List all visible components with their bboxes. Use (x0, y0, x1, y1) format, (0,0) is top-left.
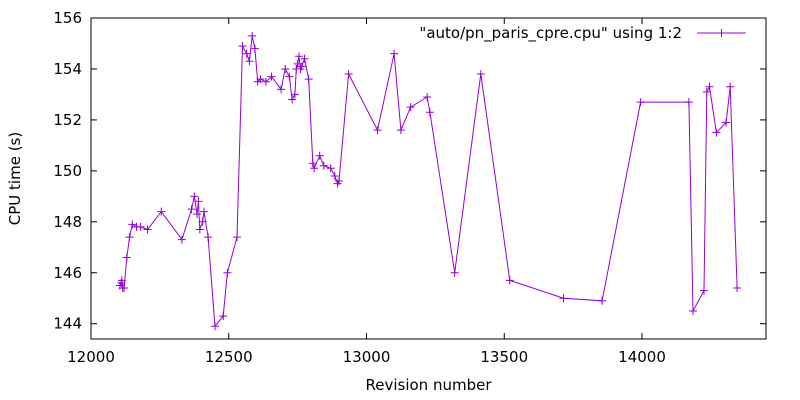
data-point (712, 128, 721, 137)
data-point (406, 103, 415, 112)
data-point (425, 108, 434, 117)
data-point (702, 87, 711, 96)
data-point (559, 294, 568, 303)
x-tick-label: 12500 (205, 348, 253, 366)
data-point (204, 233, 213, 242)
data-point (688, 306, 697, 315)
data-point (722, 118, 731, 127)
data-point (198, 217, 207, 226)
data-point (344, 70, 353, 79)
data-point (598, 296, 607, 305)
data-point (122, 253, 131, 262)
data-point (210, 322, 219, 331)
data-point (125, 233, 134, 242)
data-point (373, 126, 382, 135)
data-point (128, 220, 137, 229)
data-point (308, 159, 317, 168)
data-point (319, 161, 328, 170)
data-point (330, 171, 339, 180)
data-point (293, 59, 302, 68)
x-axis-label: Revision number (366, 376, 493, 394)
data-point (297, 62, 306, 71)
data-point (733, 284, 742, 293)
data-point (396, 126, 405, 135)
data-point (117, 276, 126, 285)
y-tick-label: 152 (53, 111, 82, 129)
data-point (143, 225, 152, 234)
data-point (267, 72, 276, 81)
data-point (334, 177, 343, 186)
data-point (700, 286, 709, 295)
plot-frame (90, 17, 767, 340)
legend-label: "auto/pn_paris_cpre.cpu" using 1:2 (419, 24, 682, 43)
data-point (281, 64, 290, 73)
y-tick-label: 148 (53, 213, 82, 231)
x-tick-label: 12000 (67, 348, 115, 366)
data-point (233, 233, 242, 242)
data-point (177, 235, 186, 244)
data-point (505, 276, 514, 285)
x-tick-label: 14000 (618, 348, 666, 366)
legend: "auto/pn_paris_cpre.cpu" using 1:2 (419, 24, 746, 43)
data-point (705, 82, 714, 91)
legend-marker (717, 29, 726, 37)
data-point (476, 70, 485, 79)
data-point (248, 31, 257, 40)
data-point (277, 85, 286, 94)
data-point (326, 164, 335, 173)
data-point (390, 49, 399, 58)
data-point (726, 82, 735, 91)
data-point (423, 92, 432, 101)
data-point (285, 72, 294, 81)
ticks-layer: 144 146 148 150 152 154 156 12000 12500 13000 1350… (53, 9, 766, 366)
data-point (636, 98, 645, 107)
y-tick-label: 150 (53, 162, 82, 180)
data-point (310, 164, 319, 173)
data-point (295, 52, 304, 61)
x-tick-label: 13000 (343, 348, 391, 366)
data-point (193, 210, 202, 219)
series-layer (115, 31, 742, 331)
data-point (157, 207, 166, 216)
y-tick-label: 156 (53, 9, 82, 27)
x-tick-label: 13500 (480, 348, 528, 366)
data-point (223, 268, 232, 277)
series-line (119, 35, 738, 328)
data-point (242, 49, 251, 58)
data-point (194, 197, 203, 206)
data-point (195, 225, 204, 234)
data-point (450, 268, 459, 277)
data-point (250, 44, 259, 53)
data-point (300, 54, 309, 63)
data-point (190, 192, 199, 201)
data-point (245, 57, 254, 66)
data-point (684, 98, 693, 107)
data-point (304, 75, 313, 84)
data-point (256, 75, 265, 84)
data-point (290, 90, 299, 99)
data-point (187, 205, 196, 214)
data-point (219, 312, 228, 321)
data-point (288, 95, 297, 104)
y-tick-label: 154 (53, 60, 82, 78)
data-point (199, 207, 208, 216)
y-axis-label: CPU time (s) (6, 132, 24, 225)
data-point (120, 284, 129, 293)
data-point (261, 77, 270, 86)
data-point (136, 222, 145, 231)
data-point (238, 42, 247, 51)
y-tick-label: 144 (53, 315, 82, 333)
y-tick-label: 146 (53, 264, 82, 282)
data-point (315, 151, 324, 160)
